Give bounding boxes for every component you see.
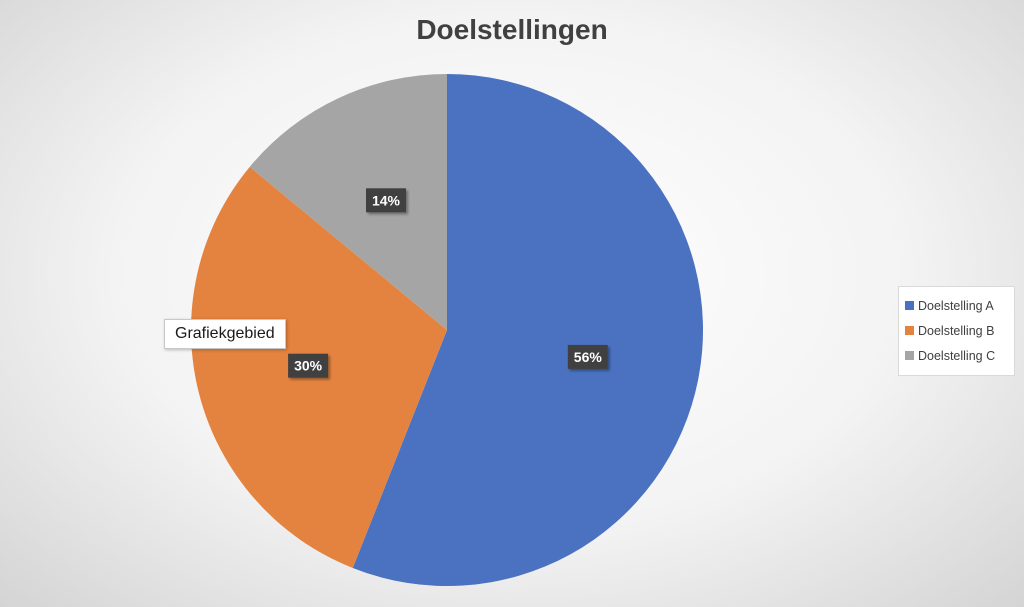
legend-item[interactable]: Doelstelling B — [905, 318, 1014, 343]
chart-title[interactable]: Doelstellingen — [416, 14, 608, 45]
data-label-box — [366, 188, 406, 213]
legend-label: Doelstelling B — [918, 323, 995, 338]
legend[interactable]: Doelstelling A Doelstelling B Doelstelli… — [898, 286, 1015, 376]
data-label-text: 14% — [372, 192, 401, 208]
legend-swatch — [905, 351, 914, 360]
legend-label: Doelstelling C — [918, 348, 996, 363]
data-label[interactable]: 14% — [366, 188, 406, 213]
data-label[interactable]: 56% — [567, 344, 608, 369]
data-label[interactable]: 30% — [288, 353, 329, 378]
data-label-box — [567, 344, 608, 369]
legend-item[interactable]: Doelstelling A — [905, 293, 1014, 318]
legend-swatch — [905, 301, 914, 310]
tooltip: Grafiekgebied — [164, 319, 286, 349]
pie-slice[interactable] — [352, 73, 704, 586]
data-label-text: 30% — [294, 358, 323, 374]
pie-slice[interactable] — [249, 74, 447, 330]
data-label-box — [288, 353, 329, 378]
data-label-text: 56% — [574, 349, 603, 365]
legend-item[interactable]: Doelstelling C — [905, 343, 1014, 368]
legend-label: Doelstelling A — [918, 298, 994, 313]
legend-swatch — [905, 326, 914, 335]
